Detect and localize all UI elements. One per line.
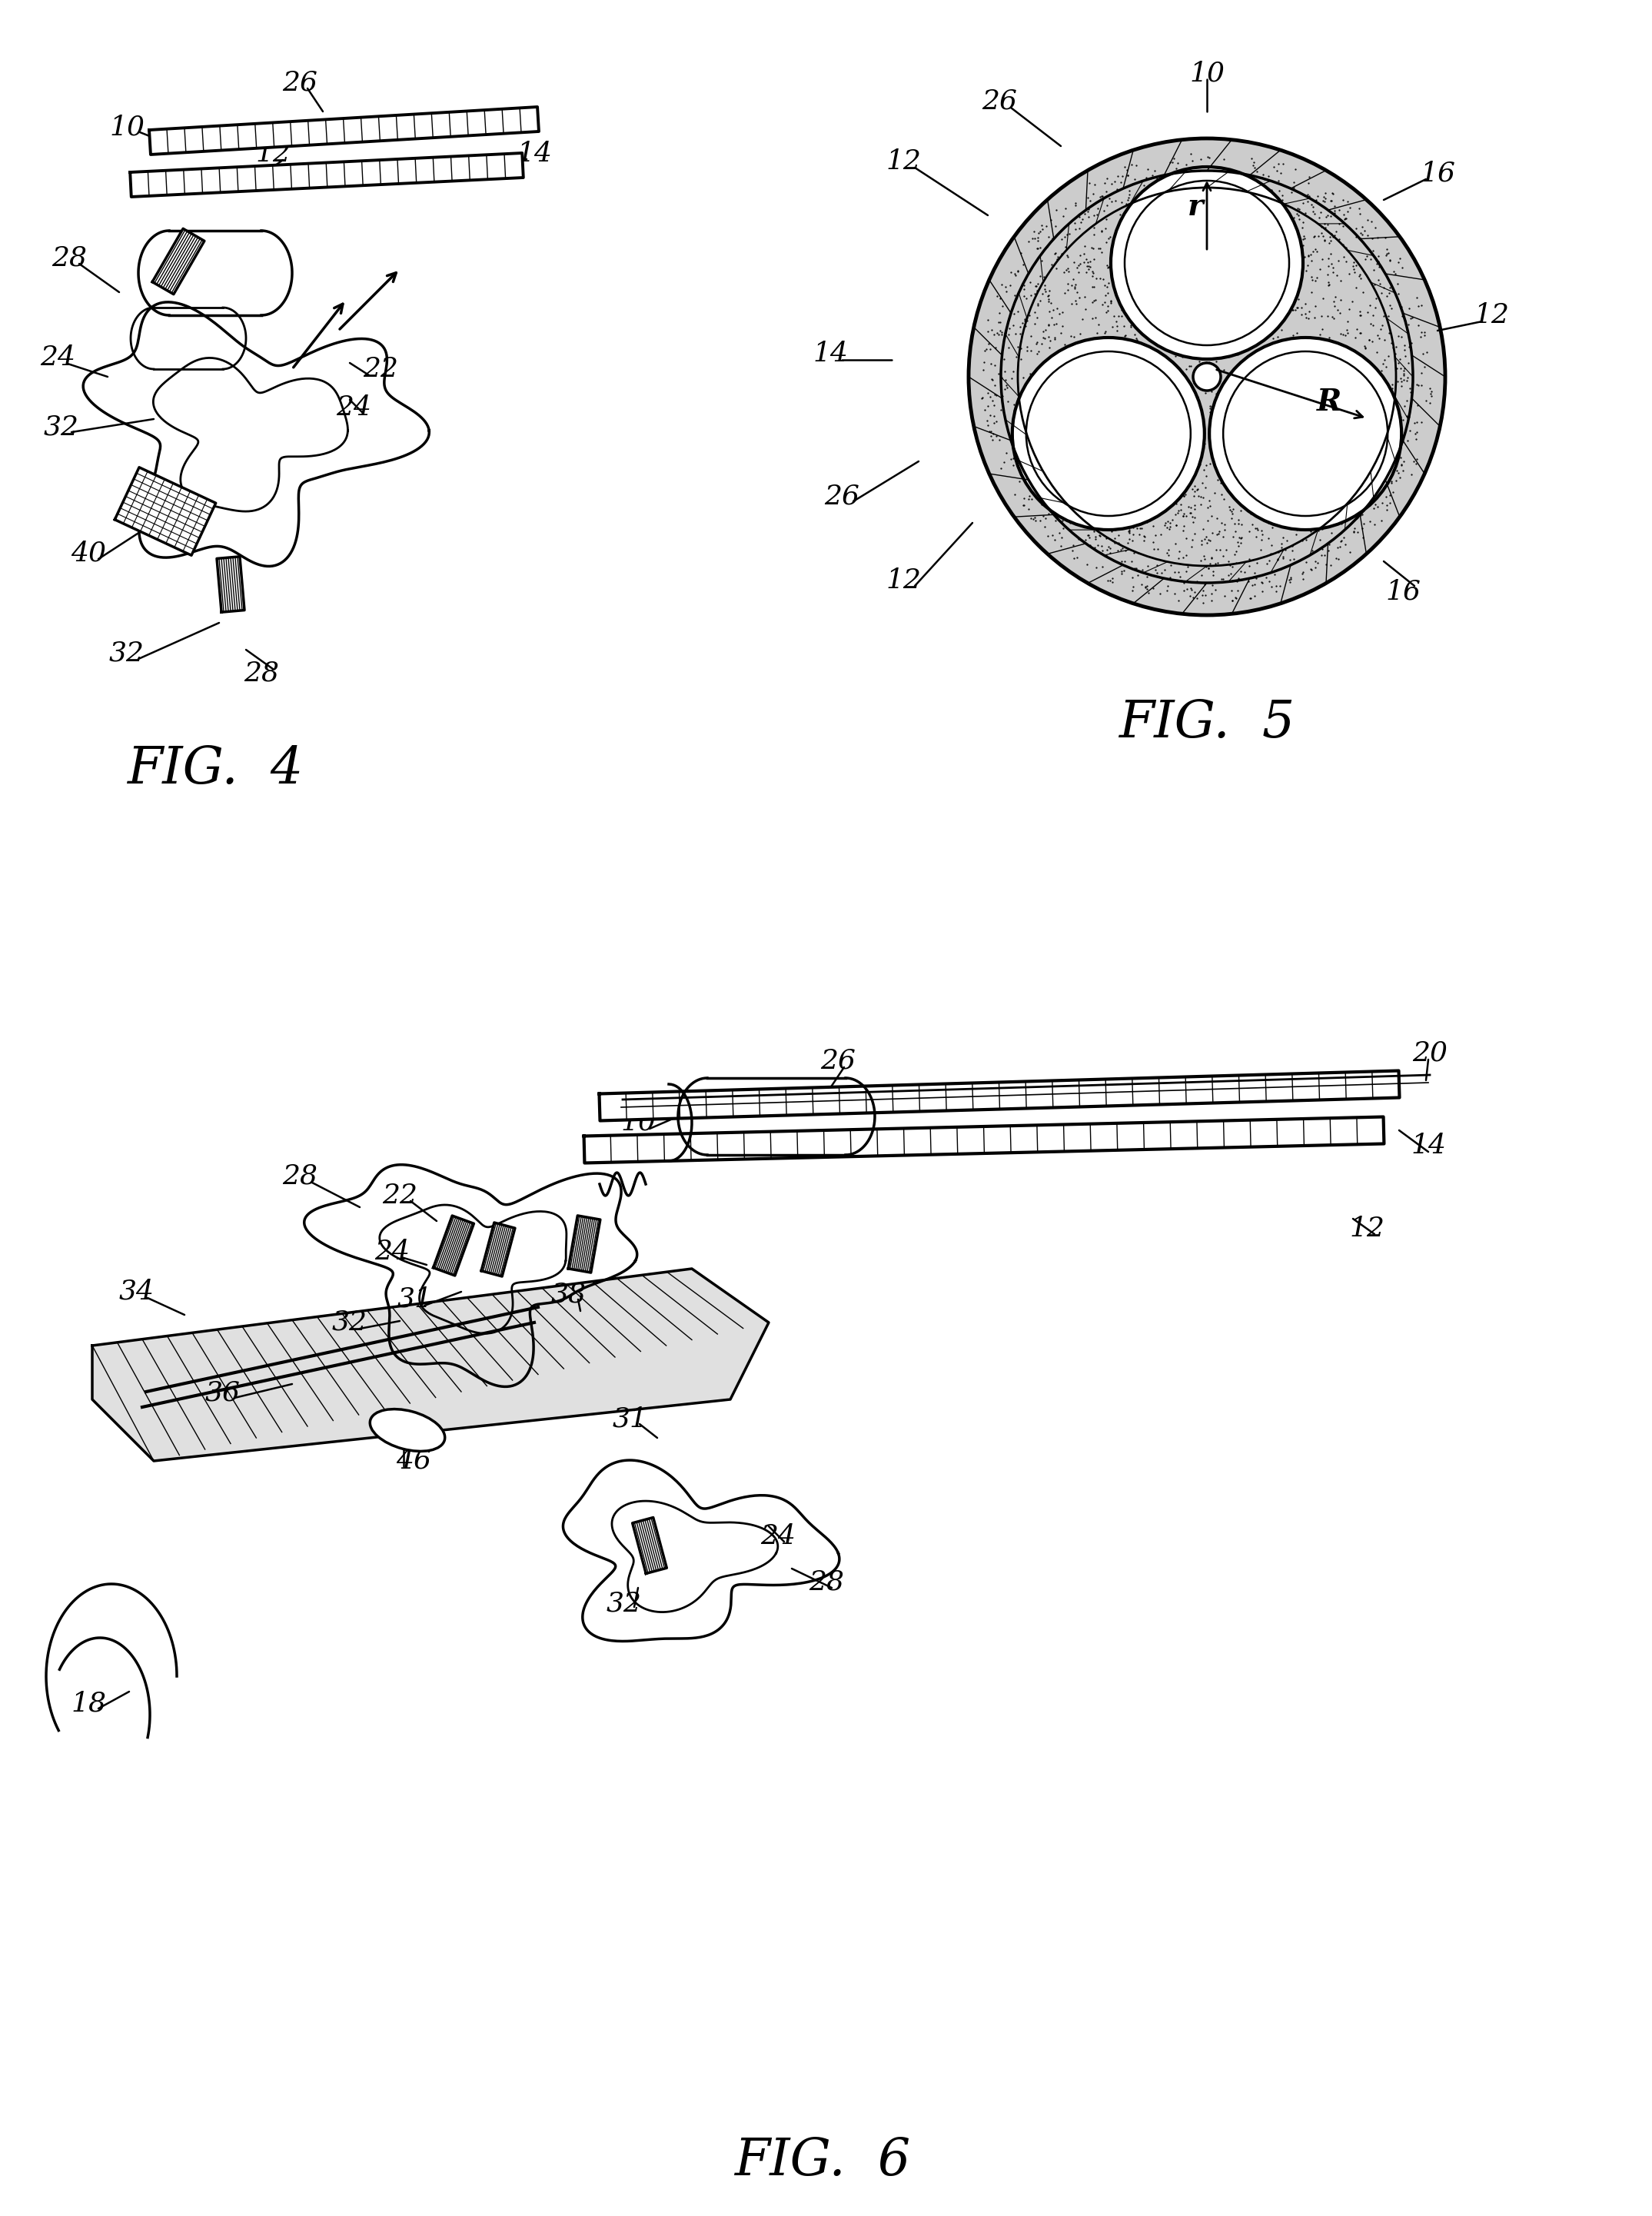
Text: 10: 10 [1189, 60, 1224, 86]
Text: 28: 28 [51, 244, 88, 270]
Polygon shape [568, 1217, 600, 1272]
Text: 32: 32 [606, 1591, 643, 1615]
Text: 20: 20 [1412, 1039, 1447, 1066]
Text: 36: 36 [205, 1381, 241, 1407]
Polygon shape [216, 556, 244, 612]
Polygon shape [633, 1518, 667, 1573]
Text: R: R [1317, 388, 1341, 417]
Text: 12: 12 [254, 140, 291, 166]
Text: 28: 28 [282, 1163, 317, 1190]
Polygon shape [93, 1270, 768, 1460]
Text: FIG.  4: FIG. 4 [127, 745, 304, 793]
Text: 10: 10 [621, 1110, 656, 1135]
Polygon shape [114, 468, 216, 556]
Text: FIG.  5: FIG. 5 [1118, 698, 1295, 747]
Polygon shape [481, 1223, 515, 1276]
Text: 40: 40 [71, 541, 106, 567]
Text: 14: 14 [813, 341, 847, 368]
Text: r: r [1188, 193, 1203, 222]
Polygon shape [152, 228, 205, 295]
Text: 16: 16 [1386, 578, 1421, 605]
Text: 24: 24 [760, 1522, 796, 1549]
Text: 14: 14 [517, 140, 552, 166]
Text: 32: 32 [45, 414, 79, 439]
Text: 12: 12 [1350, 1217, 1384, 1241]
Polygon shape [433, 1217, 474, 1276]
Polygon shape [149, 106, 539, 155]
Text: 12: 12 [1474, 301, 1508, 328]
Text: 31: 31 [398, 1285, 433, 1312]
Text: 24: 24 [375, 1239, 410, 1265]
Text: 10: 10 [109, 113, 144, 140]
Text: 12: 12 [885, 567, 920, 594]
Text: 14: 14 [1411, 1132, 1446, 1159]
Text: 18: 18 [71, 1691, 106, 1715]
Text: 31: 31 [613, 1405, 648, 1432]
Text: 46: 46 [396, 1447, 431, 1474]
Text: 32: 32 [109, 640, 144, 667]
Circle shape [1193, 363, 1221, 390]
Circle shape [968, 137, 1446, 616]
Text: 22: 22 [363, 357, 398, 381]
Text: 16: 16 [1419, 160, 1455, 186]
Text: 24: 24 [40, 343, 76, 370]
Text: 26: 26 [282, 71, 317, 95]
Text: FIG.  6: FIG. 6 [735, 2136, 910, 2185]
Text: 22: 22 [382, 1183, 418, 1208]
Ellipse shape [370, 1409, 444, 1451]
Polygon shape [131, 153, 524, 197]
Circle shape [1209, 337, 1401, 530]
Circle shape [1013, 337, 1204, 530]
Text: 32: 32 [332, 1310, 367, 1336]
Circle shape [1110, 166, 1303, 359]
Text: 26: 26 [824, 483, 859, 510]
Text: 28: 28 [809, 1569, 844, 1596]
Text: 28: 28 [244, 660, 279, 687]
Polygon shape [583, 1117, 1384, 1163]
Text: 38: 38 [552, 1281, 586, 1307]
Polygon shape [600, 1070, 1399, 1121]
Text: 26: 26 [821, 1048, 856, 1075]
Text: 26: 26 [981, 89, 1018, 115]
Text: 24: 24 [335, 394, 372, 421]
Text: 12: 12 [885, 148, 920, 175]
Text: 34: 34 [119, 1279, 155, 1305]
